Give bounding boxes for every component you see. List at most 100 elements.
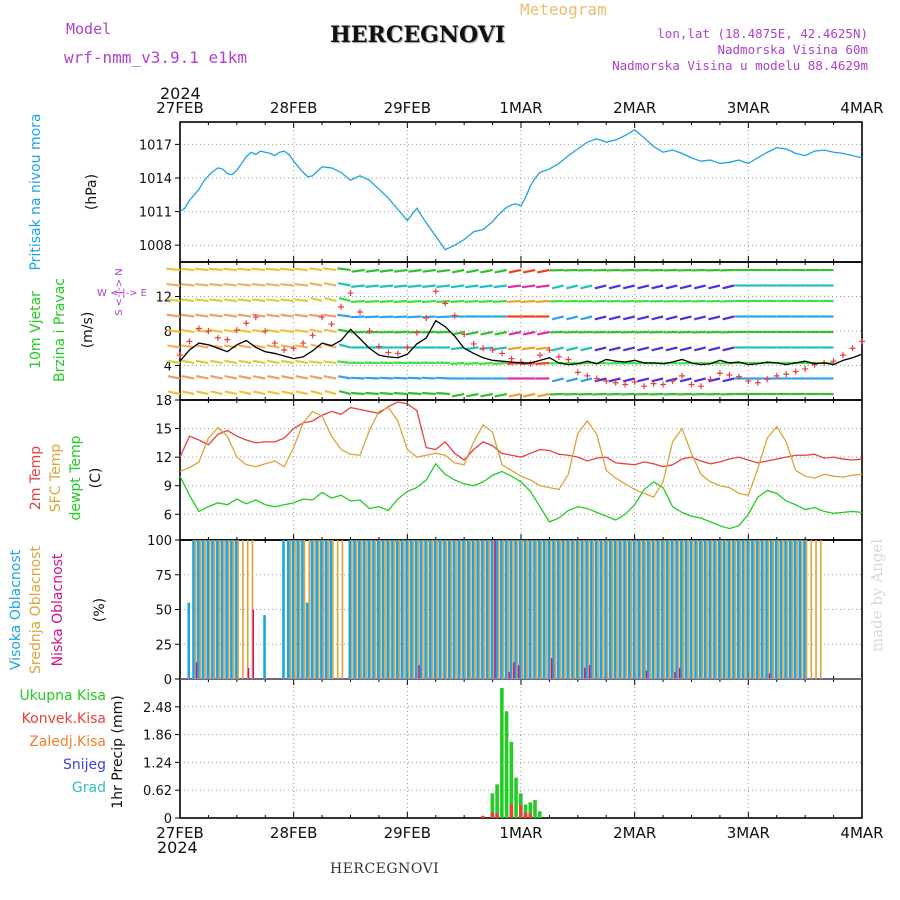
cloud-bar-high	[528, 540, 532, 679]
cloud-bar-high	[689, 540, 693, 679]
cloud-bar-mid	[583, 540, 585, 679]
cloud-low-label: Niska Oblacnost	[50, 553, 66, 666]
cloud-bar-high	[680, 540, 683, 679]
cloud-bar-high	[386, 540, 389, 679]
cloud-bar-high	[537, 540, 541, 679]
wind-arrow	[281, 375, 294, 380]
cloud-bar-high	[717, 540, 721, 679]
wind-arrow	[351, 284, 365, 288]
cloud-bar-high	[433, 540, 437, 679]
wind-gust-marker	[565, 356, 572, 363]
wind-arrow	[708, 284, 721, 290]
cloud-bar-mid	[815, 540, 817, 679]
cloud-bar-mid	[568, 540, 571, 679]
wind-arrow	[508, 268, 522, 274]
cloud-bar-mid	[658, 540, 661, 679]
cloud-bar-low	[252, 609, 255, 679]
cloud-bar-high	[187, 602, 191, 679]
wind-arrow	[350, 299, 365, 304]
cloud-bar-low	[768, 673, 771, 679]
wind-arrow	[436, 391, 451, 396]
wind-gust-marker	[811, 361, 818, 368]
cloud-bar-mid	[696, 540, 699, 679]
cloud-bar-high	[774, 540, 778, 679]
cloud-bar-mid	[592, 540, 595, 679]
cloud-bar-mid	[436, 540, 438, 679]
wind-arrow	[522, 392, 536, 398]
wind-arrow	[421, 376, 436, 380]
wind-arrow	[310, 343, 323, 349]
wind-arrow	[708, 315, 721, 321]
wind-arrow	[492, 361, 507, 365]
cloud-bar-high	[466, 540, 470, 679]
cloud-bar-mid	[317, 540, 320, 679]
cloud-bar-high	[632, 540, 636, 679]
temp-sfc-label: SFC Temp	[48, 444, 64, 513]
cloud-bar-high	[793, 540, 797, 679]
cloud-bar-high	[623, 540, 626, 679]
cloud-bar-low	[247, 667, 250, 679]
wind-gust-marker	[754, 379, 761, 386]
cloud-bar-mid	[497, 540, 500, 679]
wind-gust-marker	[309, 332, 316, 339]
wind-arrow	[350, 315, 365, 319]
wind-arrow	[651, 346, 664, 352]
wind-arrow	[436, 315, 451, 319]
wind-arrow	[465, 346, 479, 351]
cloud-bar-low	[674, 672, 676, 679]
cloud-bar-high	[362, 540, 366, 679]
wind-arrow	[252, 359, 266, 365]
x-tick-label-bottom: 3MAR	[727, 824, 770, 842]
cloud-bar-mid	[630, 540, 633, 679]
cloud-bar-mid	[251, 540, 254, 679]
altitude-label: Nadmorska Visina 60m	[717, 42, 868, 57]
wind-arrow	[651, 284, 664, 290]
cloud-unit-label: (%)	[92, 598, 108, 622]
cloud-bar-low	[418, 665, 420, 679]
cloud-bar-mid	[360, 540, 363, 679]
cloud-bar-high	[443, 540, 446, 679]
pressure-line	[179, 129, 863, 251]
precip-bar-total	[523, 804, 528, 818]
x-tick-label-top: 27FEB	[156, 99, 203, 117]
cloud-bar-mid	[654, 540, 656, 679]
temp-line-dewpt	[179, 462, 863, 530]
wind-arrow	[166, 267, 181, 272]
wind-arrow	[580, 284, 593, 290]
cloud-bar-mid	[673, 540, 675, 679]
wind-arrow	[492, 299, 507, 303]
cloud-bar-mid	[625, 540, 628, 679]
wind-arrow	[551, 346, 564, 352]
wind-arrow	[480, 392, 493, 398]
cloud-bar-high	[504, 540, 508, 679]
cloud-bar-high	[765, 540, 768, 679]
cloud-bar-mid	[455, 540, 457, 679]
cloud-bar-mid	[507, 540, 509, 679]
wind-gust-marker	[300, 340, 307, 347]
precip-legend-item: Ukupna Kisa	[19, 688, 106, 704]
cloud-bar-high	[746, 540, 749, 679]
cloud-bar-high	[566, 540, 569, 679]
wind-gust-marker	[451, 312, 458, 319]
precip-bar-total	[504, 711, 509, 818]
cloud-bar-high	[211, 540, 214, 679]
wind-arrow	[208, 267, 223, 272]
wind-arrow	[237, 267, 252, 272]
y-tick-label: 4	[164, 360, 172, 375]
wind-arrow	[224, 390, 238, 396]
cloud-bar-high	[803, 540, 806, 679]
wind-arrow	[422, 268, 436, 273]
y-tick-label: 1.24	[143, 756, 172, 771]
cloud-bar-high	[509, 540, 513, 679]
cloud-bar-mid	[753, 540, 756, 679]
precip-bar-total	[533, 800, 537, 818]
wind-arrow	[608, 284, 621, 290]
wind-arrow	[451, 330, 465, 336]
wind-arrow	[494, 268, 508, 274]
wind-arrow	[422, 284, 436, 288]
precip-bar-convective	[509, 804, 514, 818]
cloud-bar-mid	[365, 540, 367, 679]
cloud-bar-high	[367, 540, 371, 679]
wind-arrow	[167, 344, 181, 349]
wind-arrow	[237, 313, 252, 318]
